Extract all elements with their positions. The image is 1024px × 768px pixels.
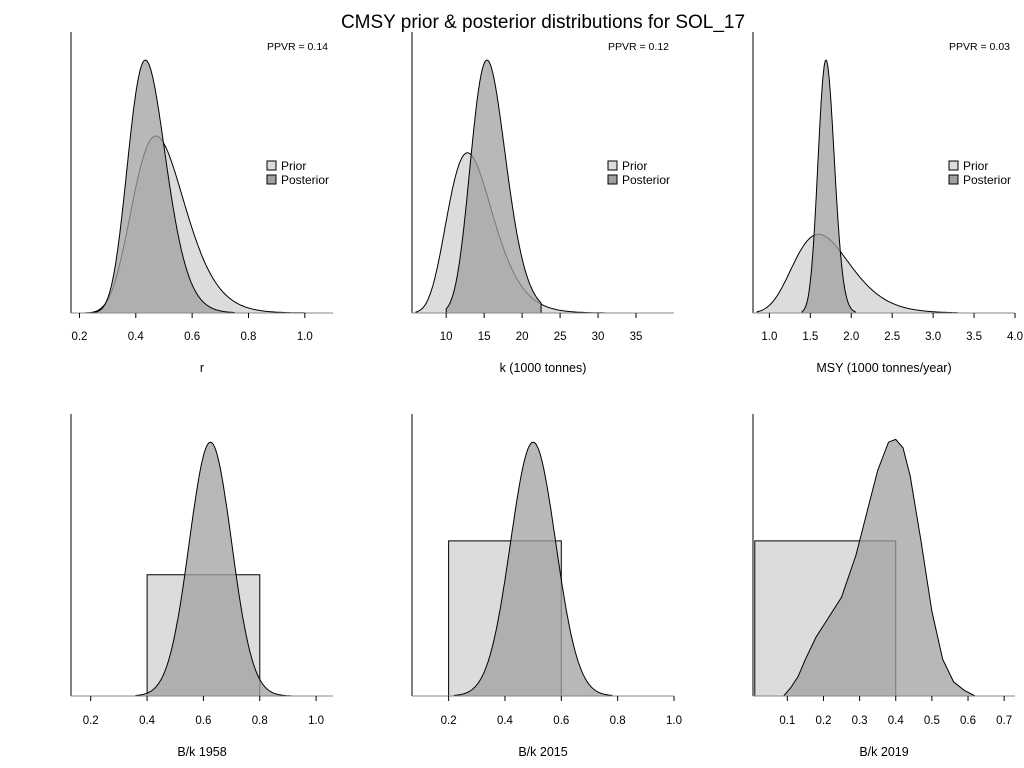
x-tick-label: 3.0 (925, 331, 941, 343)
chart-title: CMSY prior & posterior distributions for… (341, 12, 745, 33)
x-tick-label: 0.1 (779, 715, 795, 727)
ppvr-label: PPVR = 0.12 (608, 41, 669, 53)
posterior-density-3 (801, 59, 856, 314)
posterior-density-1 (87, 59, 235, 314)
x-tick-label: 35 (630, 331, 643, 343)
x-tick-label: 0.5 (924, 715, 940, 727)
x-tick-label: 0.6 (184, 331, 200, 343)
x-tick-label: 0.3 (852, 715, 868, 727)
x-tick-label: 0.4 (497, 715, 514, 727)
x-tick-label: 15 (478, 331, 491, 343)
x-tick-label: 0.8 (240, 331, 256, 343)
x-tick-label: 1.0 (297, 331, 313, 343)
x-tick-label: 20 (516, 331, 529, 343)
legend-label-posterior: Posterior (281, 173, 329, 187)
x-tick-label: 3.5 (966, 331, 982, 343)
x-tick-label: 2.5 (884, 331, 900, 343)
x-tick-label: 30 (592, 331, 605, 343)
x-tick-label: 1.0 (761, 331, 777, 343)
x-tick-label: 0.2 (815, 715, 831, 727)
legend-swatch-posterior (266, 174, 277, 185)
panel-1: 0.2 0.4 0.6 0.8 1.0 r PPVR = 0.14 PriorPosterio… (70, 32, 333, 375)
legend-swatch-prior (607, 160, 618, 171)
x-tick-label: 1.0 (308, 715, 324, 727)
legend-label-prior: Prior (963, 159, 988, 173)
x-axis-label: r (200, 361, 204, 375)
legend-label-prior: Prior (622, 159, 647, 173)
x-tick-label: 10 (440, 331, 453, 343)
x-tick-label: 0.4 (888, 715, 905, 727)
panel-3: 1.0 1.5 2.0 2.5 3.0 3.5 4.0 MSY (1000 tonnes/ye… (752, 32, 1023, 375)
x-tick-label: 0.8 (610, 715, 626, 727)
posterior-density-6 (782, 438, 976, 697)
prior-density-3 (756, 233, 959, 314)
panel-6: 0.1 0.2 0.3 0.4 0.5 0.6 0.7 B/k 2019 (752, 414, 1015, 759)
x-tick-label: 0.6 (195, 715, 211, 727)
legend-label-posterior: Posterior (963, 173, 1011, 187)
x-tick-label: 0.2 (83, 715, 99, 727)
x-tick-label: 0.7 (996, 715, 1012, 727)
x-tick-label: 0.8 (252, 715, 268, 727)
posterior-density-4 (135, 441, 292, 697)
legend-swatch-prior (948, 160, 959, 171)
x-tick-label: 25 (554, 331, 567, 343)
x-axis-label: B/k 2019 (859, 745, 908, 759)
x-tick-label: 0.2 (71, 331, 87, 343)
x-tick-label: 4.0 (1007, 331, 1023, 343)
x-tick-label: 1.0 (666, 715, 682, 727)
legend-swatch-posterior (607, 174, 618, 185)
x-tick-label: 0.6 (960, 715, 976, 727)
panel-5: 0.2 0.4 0.6 0.8 1.0 B/k 2015 (411, 414, 682, 759)
x-axis-label: B/k 1958 (177, 745, 226, 759)
legend-label-prior: Prior (281, 159, 306, 173)
x-tick-label: 0.2 (441, 715, 457, 727)
panel-2: 10 15 20 25 30 35 k (1000 tonnes) PPVR = 0.12 Pr… (411, 32, 674, 375)
legend-label-posterior: Posterior (622, 173, 670, 187)
legend-swatch-prior (266, 160, 277, 171)
x-tick-label: 0.4 (128, 331, 145, 343)
posterior-density-5 (453, 441, 613, 697)
posterior-density-2 (445, 59, 542, 314)
x-tick-label: 1.5 (802, 331, 818, 343)
x-tick-label: 0.4 (139, 715, 156, 727)
x-tick-label: 0.6 (553, 715, 569, 727)
x-axis-label: MSY (1000 tonnes/year) (816, 361, 951, 375)
x-axis-label: B/k 2015 (518, 745, 567, 759)
x-tick-label: 2.0 (843, 331, 859, 343)
ppvr-label: PPVR = 0.03 (949, 41, 1010, 53)
ppvr-label: PPVR = 0.14 (267, 41, 328, 53)
legend-swatch-posterior (948, 174, 959, 185)
x-axis-label: k (1000 tonnes) (500, 361, 587, 375)
panel-4: 0.2 0.4 0.6 0.8 1.0 B/k 1958 (70, 414, 333, 759)
